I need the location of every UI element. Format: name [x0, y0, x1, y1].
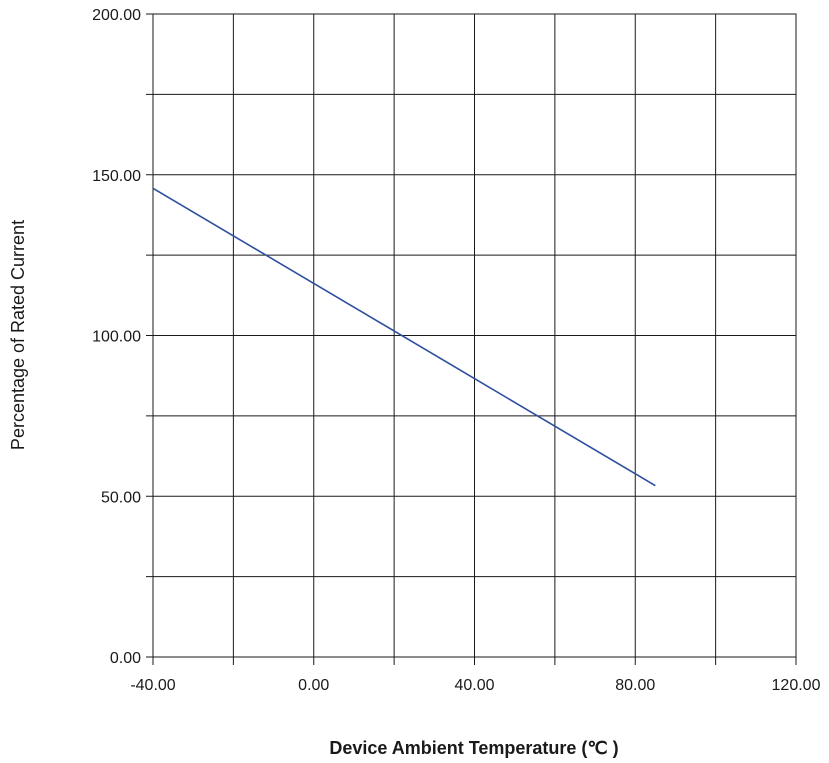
x-tick-label: -40.00	[130, 677, 175, 694]
x-tick-label: 120.00	[772, 677, 821, 694]
series-line	[152, 187, 656, 487]
y-tick-label: 100.00	[92, 329, 141, 346]
axis-ticks	[146, 13, 797, 665]
x-axis-label: Device Ambient Temperature (℃ )	[329, 738, 618, 758]
y-tick-label: 0.00	[110, 650, 141, 667]
plot-frame	[152, 13, 797, 658]
x-tick-label: 0.00	[298, 677, 329, 694]
y-tick-label: 150.00	[92, 168, 141, 185]
x-tick-label: 40.00	[454, 677, 494, 694]
y-tick-labels: 0.00 50.00 100.00 150.00 200.00	[92, 7, 141, 667]
x-tick-labels: -40.00 0.00 40.00 80.00 120.00	[130, 677, 820, 694]
x-tick-label: 80.00	[615, 677, 655, 694]
series-group	[152, 187, 656, 487]
y-tick-label: 200.00	[92, 7, 141, 24]
y-axis-label: Percentage of Rated Current	[8, 220, 28, 450]
y-tick-label: 50.00	[101, 489, 141, 506]
